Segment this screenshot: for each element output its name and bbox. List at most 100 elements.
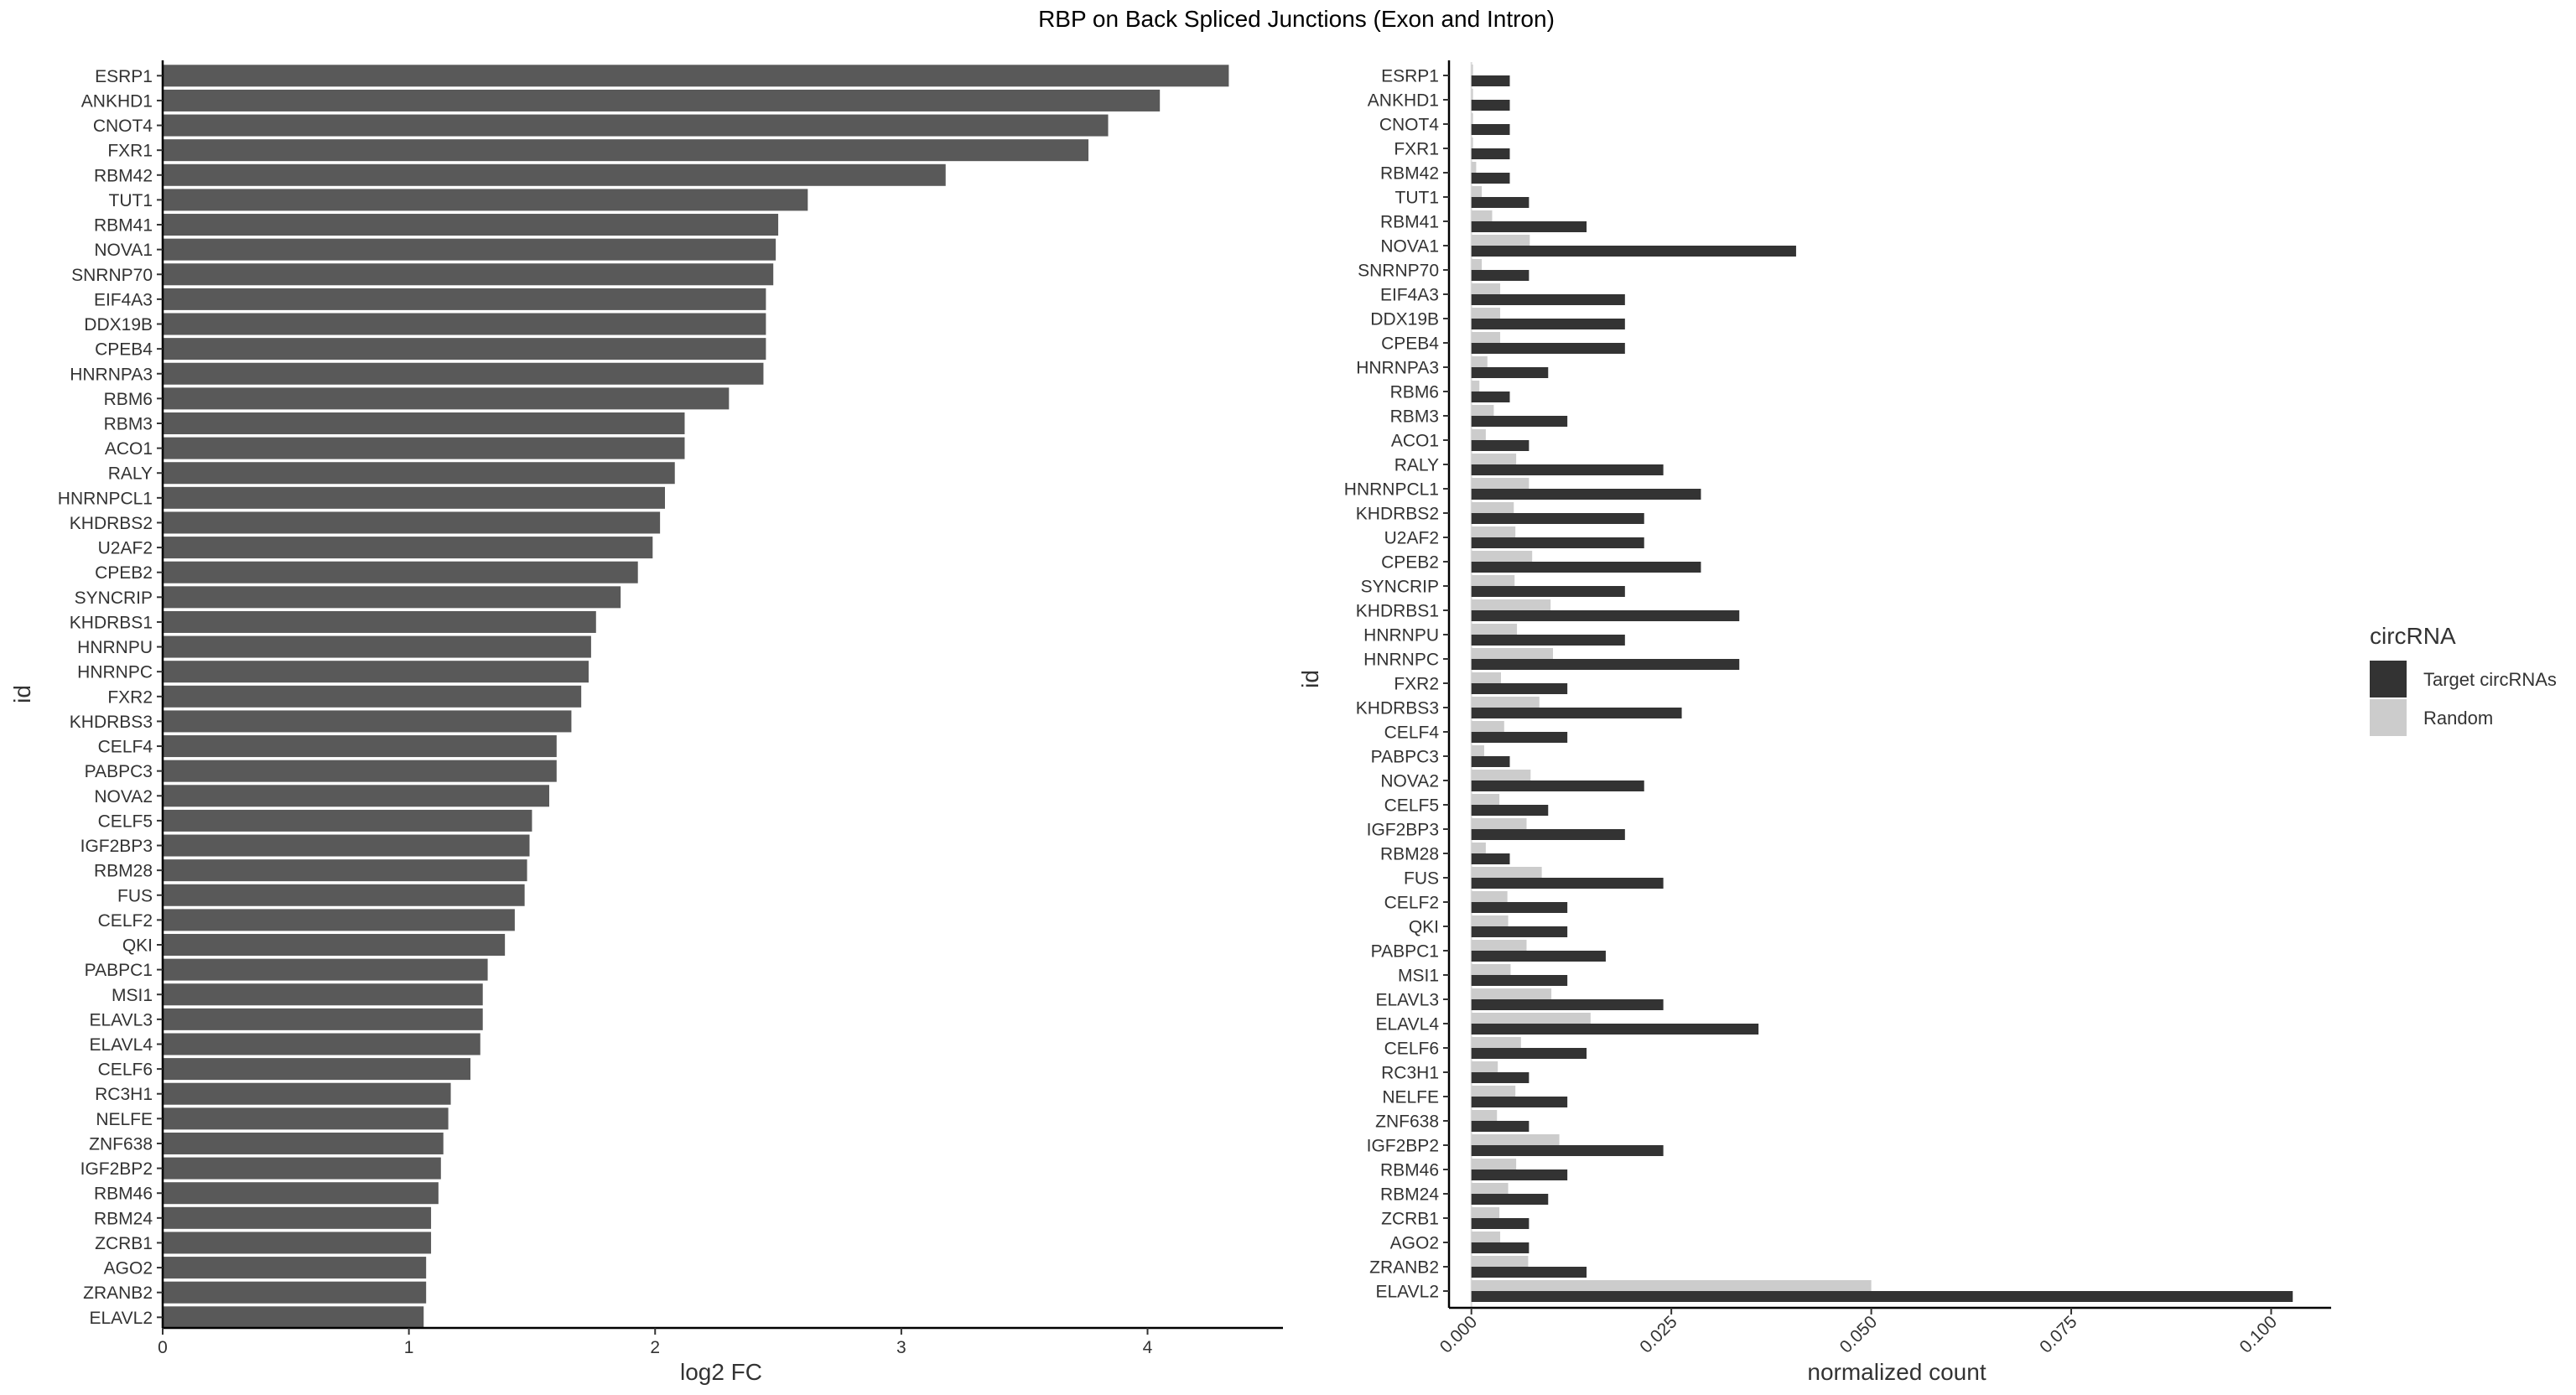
bar-log2fc-ankhd1 xyxy=(163,89,1161,111)
y-tick-label-rbm3: RBM3 xyxy=(1390,407,1439,427)
bar-random-raly xyxy=(1471,454,1517,464)
y-tick-label-hnrnpcl1: HNRNPCL1 xyxy=(1344,480,1439,500)
bar-random-snrnp70 xyxy=(1471,259,1483,270)
y-tick-label-rbm24: RBM24 xyxy=(1380,1185,1439,1205)
bar-log2fc-rbm24 xyxy=(163,1206,432,1229)
y-tick-label-igf2bp3: IGF2BP3 xyxy=(80,837,153,856)
bar-target-celf6 xyxy=(1471,1048,1587,1059)
bar-log2fc-hnrnpcl1 xyxy=(163,486,665,509)
y-tick-label-khdrbs3: KHDRBS3 xyxy=(1356,699,1439,718)
legend-label-random: Random xyxy=(2423,708,2493,729)
x-tick-label: 3 xyxy=(896,1338,906,1357)
y-tick-label-cpeb4: CPEB4 xyxy=(1381,334,1439,354)
y-tick-label-aco1: ACO1 xyxy=(1391,432,1439,451)
bar-target-rbm6 xyxy=(1471,392,1510,402)
y-tick-label-rbm46: RBM46 xyxy=(1380,1161,1439,1180)
bar-log2fc-fxr2 xyxy=(163,685,582,708)
bar-target-cpeb2 xyxy=(1471,562,1701,573)
bar-log2fc-celf4 xyxy=(163,735,557,758)
y-tick-label-zranb2: ZRANB2 xyxy=(83,1284,153,1303)
bar-log2fc-esrp1 xyxy=(163,65,1229,87)
y-tick-label-hnrnpa3: HNRNPA3 xyxy=(70,365,153,384)
bar-random-fxr2 xyxy=(1471,672,1501,683)
y-tick-label-rbm42: RBM42 xyxy=(94,166,153,185)
bar-log2fc-elavl2 xyxy=(163,1306,424,1329)
bar-random-rbm46 xyxy=(1471,1159,1517,1169)
bar-log2fc-fxr1 xyxy=(163,139,1089,162)
y-tick-label-ddx19b: DDX19B xyxy=(1370,310,1439,329)
bar-random-ago2 xyxy=(1471,1232,1501,1242)
bar-target-zcrb1 xyxy=(1471,1218,1530,1229)
y-tick-label-celf2: CELF2 xyxy=(98,911,153,931)
bar-random-igf2bp3 xyxy=(1471,818,1527,829)
y-tick-label-rbm41: RBM41 xyxy=(1380,213,1439,232)
y-tick-label-pabpc3: PABPC3 xyxy=(1371,748,1439,767)
bar-random-msi1 xyxy=(1471,964,1511,975)
bar-random-hnrnpa3 xyxy=(1471,356,1488,367)
log2fc-y-ticks: ESRP1 ANKHD1 CNOT4 FXR1 RBM42 TUT1 RBM41 NOVA1 S… xyxy=(58,67,163,1328)
bar-target-elavl4 xyxy=(1471,1024,1759,1035)
log2fc-y-axis-label: id xyxy=(9,685,35,703)
bar-target-hnrnpa3 xyxy=(1471,367,1549,378)
bar-random-rbm42 xyxy=(1471,162,1477,173)
bar-log2fc-rbm42 xyxy=(163,163,946,186)
bar-random-znf638 xyxy=(1471,1110,1498,1121)
y-tick-label-igf2bp2: IGF2BP2 xyxy=(80,1159,153,1179)
y-tick-label-rbm28: RBM28 xyxy=(94,862,153,881)
x-tick-label: 4 xyxy=(1143,1338,1153,1357)
log2fc-panel: ESRP1 ANKHD1 CNOT4 FXR1 RBM42 TUT1 RBM41 NOVA1 S… xyxy=(9,60,1283,1385)
y-tick-label-nova2: NOVA2 xyxy=(94,787,153,806)
bar-target-ankhd1 xyxy=(1471,100,1510,111)
y-tick-label-elavl4: ELAVL4 xyxy=(90,1035,153,1055)
y-tick-label-qki: QKI xyxy=(122,936,153,956)
bar-random-tut1 xyxy=(1471,186,1483,197)
y-tick-label-syncrip: SYNCRIP xyxy=(1361,578,1439,597)
bar-target-rbm28 xyxy=(1471,853,1510,864)
y-tick-label-nelfe: NELFE xyxy=(96,1110,153,1129)
y-tick-label-rbm6: RBM6 xyxy=(104,390,153,409)
bar-log2fc-pabpc3 xyxy=(163,760,557,782)
bar-random-rc3h1 xyxy=(1471,1061,1498,1072)
bar-random-pabpc1 xyxy=(1471,940,1527,951)
bar-random-ddx19b xyxy=(1471,308,1501,319)
bar-log2fc-rbm3 xyxy=(163,412,685,434)
bar-log2fc-aco1 xyxy=(163,437,685,459)
y-tick-label-celf4: CELF4 xyxy=(98,738,153,757)
normalized-count-x-axis-label: normalized count xyxy=(1807,1359,1986,1385)
y-tick-label-ago2: AGO2 xyxy=(1390,1234,1439,1253)
bar-target-ago2 xyxy=(1471,1242,1530,1253)
bar-target-eif4a3 xyxy=(1471,294,1625,305)
bar-log2fc-igf2bp2 xyxy=(163,1157,441,1180)
bar-target-pabpc1 xyxy=(1471,951,1606,962)
bar-random-qki xyxy=(1471,915,1509,926)
bar-random-esrp1 xyxy=(1471,65,1473,75)
y-tick-label-zranb2: ZRANB2 xyxy=(1369,1258,1439,1278)
bar-target-celf4 xyxy=(1471,732,1568,743)
y-tick-label-hnrnpc: HNRNPC xyxy=(1363,651,1439,670)
x-tick-label: 0 xyxy=(158,1338,168,1357)
y-tick-label-celf6: CELF6 xyxy=(98,1061,153,1080)
y-tick-label-elavl2: ELAVL2 xyxy=(90,1309,153,1328)
y-tick-label-syncrip: SYNCRIP xyxy=(75,589,153,608)
bar-log2fc-nova1 xyxy=(163,238,776,261)
bar-random-rbm41 xyxy=(1471,210,1493,221)
bar-random-khdrbs3 xyxy=(1471,697,1540,708)
bar-target-khdrbs2 xyxy=(1471,513,1644,524)
bar-log2fc-snrnp70 xyxy=(163,263,774,286)
bar-random-hnrnpu xyxy=(1471,624,1518,635)
bar-random-nova1 xyxy=(1471,235,1530,246)
bar-log2fc-rbm6 xyxy=(163,387,730,410)
bar-random-zcrb1 xyxy=(1471,1207,1500,1218)
y-tick-label-u2af2: U2AF2 xyxy=(98,539,153,558)
bar-random-celf2 xyxy=(1471,891,1508,902)
bar-target-igf2bp2 xyxy=(1471,1145,1664,1156)
y-tick-label-nova2: NOVA2 xyxy=(1380,772,1439,791)
y-tick-label-snrnp70: SNRNP70 xyxy=(71,266,153,285)
y-tick-label-rbm24: RBM24 xyxy=(94,1209,153,1228)
bar-target-igf2bp3 xyxy=(1471,829,1625,840)
bar-random-elavl3 xyxy=(1471,988,1552,999)
bar-log2fc-nelfe xyxy=(163,1107,449,1130)
bar-target-tut1 xyxy=(1471,197,1530,208)
y-tick-label-msi1: MSI1 xyxy=(1398,967,1439,986)
y-tick-label-hnrnpc: HNRNPC xyxy=(77,663,153,682)
